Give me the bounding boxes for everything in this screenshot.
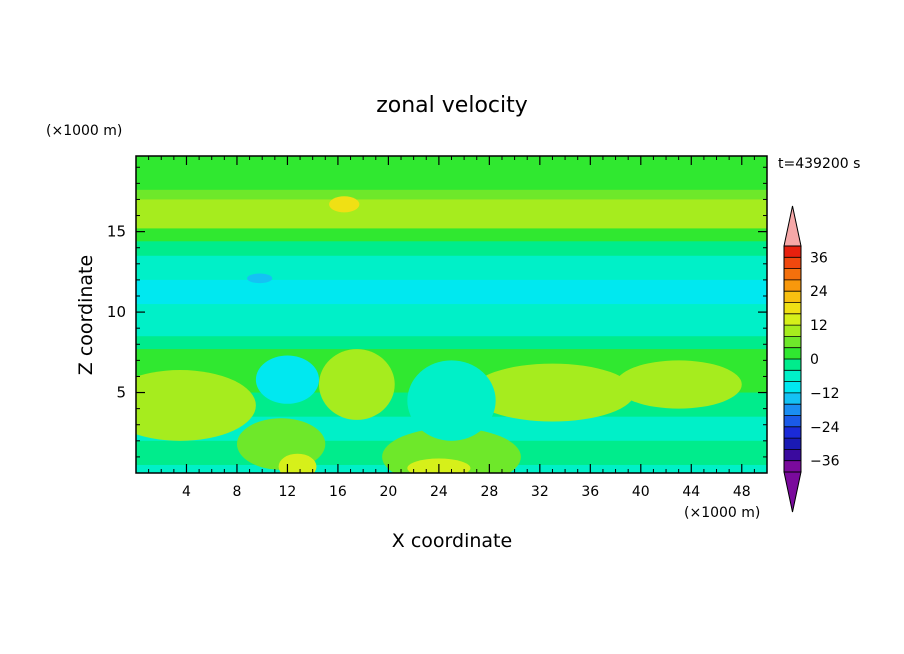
x-tick-label: 36 <box>581 484 599 500</box>
colorbar-bin <box>784 359 801 371</box>
velocity-band <box>136 199 767 217</box>
colorbar-bin <box>784 415 801 428</box>
colorbar-bin <box>784 370 801 382</box>
colorbar-frame <box>783 245 802 473</box>
velocity-cell <box>329 196 360 213</box>
x-tick-label: 28 <box>480 484 498 500</box>
x-tick-label: 32 <box>531 484 549 500</box>
velocity-band <box>136 241 767 257</box>
colorbar-bin <box>784 381 801 394</box>
colorbar-high-extend <box>783 205 802 247</box>
colorbar-tick-label: 24 <box>810 284 828 300</box>
velocity-cell <box>247 273 273 284</box>
colorbar-bin <box>784 313 801 326</box>
velocity-band <box>136 255 767 281</box>
colorbar: 36 24 12 0 −12 −24 −36 <box>783 205 840 513</box>
colorbar-bin <box>784 291 801 303</box>
colorbar-bin <box>784 438 801 450</box>
time-label: t=439200 s <box>778 156 860 172</box>
x-axis-label: X coordinate <box>392 530 512 552</box>
velocity-band <box>136 279 767 305</box>
x-tick-label: 16 <box>329 484 347 500</box>
x-tick-label: 48 <box>733 484 751 500</box>
colorbar-tick-label: −24 <box>810 420 840 436</box>
colorbar-bin <box>784 268 801 281</box>
y-axis: 5 10 15 <box>107 166 767 458</box>
y-tick-label: 10 <box>107 303 126 321</box>
velocity-cell <box>318 349 395 420</box>
x-tick-label: 12 <box>279 484 297 500</box>
x-tick-label: 8 <box>232 484 241 500</box>
colorbar-tick-label: −36 <box>810 454 840 470</box>
colorbar-low-extend <box>783 471 802 513</box>
colorbar-bin <box>784 325 801 337</box>
x-axis: 4 8 12 16 20 24 28 32 36 40 44 48 <box>148 156 755 500</box>
colorbar-tick-label: 12 <box>810 318 828 334</box>
velocity-field <box>136 156 767 473</box>
colorbar-tick-label: −12 <box>810 386 840 402</box>
y-axis-unit: (×1000 m) <box>46 123 122 139</box>
x-tick-label: 24 <box>430 484 448 500</box>
x-tick-label: 4 <box>182 484 191 500</box>
velocity-cell <box>278 453 317 473</box>
velocity-band <box>136 167 767 181</box>
chart-title: zonal velocity <box>376 93 528 118</box>
velocity-band <box>136 189 767 200</box>
velocity-band <box>136 156 767 168</box>
x-axis-unit: (×1000 m) <box>684 505 760 521</box>
colorbar-tick-label: 36 <box>810 250 828 266</box>
y-tick-label: 5 <box>116 384 126 402</box>
colorbar-bin <box>784 336 801 348</box>
velocity-cell <box>255 355 319 404</box>
velocity-cell <box>407 360 496 441</box>
velocity-cell <box>470 363 635 422</box>
y-tick-label: 15 <box>107 223 126 241</box>
colorbar-bin <box>784 392 801 405</box>
velocity-band <box>136 320 767 337</box>
velocity-band <box>136 304 767 321</box>
velocity-cell <box>615 360 742 409</box>
colorbar-bin <box>784 404 801 416</box>
velocity-band <box>136 180 767 191</box>
colorbar-bin <box>784 426 801 439</box>
velocity-band <box>136 336 767 350</box>
y-axis-label: Z coordinate <box>75 255 97 375</box>
colorbar-bin <box>784 246 801 258</box>
velocity-cell <box>136 370 256 441</box>
velocity-band <box>136 215 767 229</box>
x-tick-label: 40 <box>632 484 650 500</box>
colorbar-bin <box>784 449 801 461</box>
x-tick-label: 20 <box>379 484 397 500</box>
colorbar-bin <box>784 302 801 315</box>
colorbar-tick-label: 0 <box>810 352 819 368</box>
colorbar-bin <box>784 347 801 360</box>
colorbar-bin <box>784 257 801 269</box>
colorbar-bin <box>784 279 801 292</box>
x-tick-label: 44 <box>682 484 700 500</box>
colorbar-bin <box>784 460 801 473</box>
velocity-band <box>136 228 767 242</box>
